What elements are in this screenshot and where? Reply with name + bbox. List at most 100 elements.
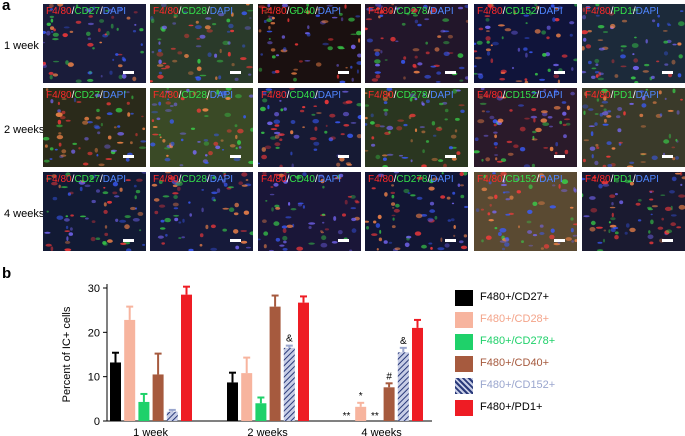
tile-label-part: / bbox=[393, 90, 397, 101]
tile-label-part: F4/80 bbox=[46, 90, 72, 101]
bar bbox=[166, 411, 178, 421]
tile-label-part: / bbox=[427, 174, 431, 185]
bar bbox=[181, 294, 192, 421]
row-label: 1 week bbox=[4, 40, 39, 52]
bar-chart: 0 10 20 30 Percent of IC+ cells 1 week & 2 week… bbox=[61, 283, 432, 436]
tile-label-part: CD40 bbox=[289, 90, 315, 101]
micrograph-texture bbox=[44, 172, 146, 251]
tile-channel-label: F4/80/CD28/DAPI bbox=[153, 6, 233, 17]
micrograph-tile: F4/80/CD27/DAPI bbox=[43, 172, 146, 251]
tile-label-part: F4/80 bbox=[477, 90, 503, 101]
tile-label-part: / bbox=[99, 6, 103, 17]
legend-label: F480+/PD1+ bbox=[480, 401, 543, 413]
significance-mark: & bbox=[286, 334, 293, 345]
tile-label-part: F4/80 bbox=[261, 90, 287, 101]
tile-label-part: / bbox=[536, 174, 540, 185]
micrograph-texture bbox=[258, 88, 361, 167]
legend-label: F480+/CD152+ bbox=[480, 379, 556, 391]
tile-label-part: DAPI bbox=[635, 6, 659, 17]
scale-bar bbox=[554, 71, 565, 74]
micrograph-texture bbox=[582, 88, 683, 167]
tile-label-part: CD152 bbox=[505, 6, 537, 17]
tile-label-part: CD152 bbox=[505, 174, 537, 185]
scale-bar bbox=[662, 239, 673, 242]
tile-label-part: / bbox=[502, 90, 506, 101]
x-tick-label: 4 weeks bbox=[361, 427, 402, 436]
bar bbox=[269, 306, 281, 421]
scale-bar bbox=[123, 239, 134, 242]
tile-label-part: / bbox=[632, 90, 636, 101]
tile-label-part: / bbox=[536, 90, 540, 101]
bar bbox=[283, 347, 295, 421]
micrograph-texture bbox=[365, 4, 468, 83]
micrograph-tile: F4/80/CD152/DAPI bbox=[474, 88, 577, 167]
tile-label-part: F4/80 bbox=[368, 90, 394, 101]
tile-channel-label: F4/80/CD278/DAPI bbox=[368, 90, 454, 101]
tile-channel-label: F4/80/CD27/DAPI bbox=[46, 174, 126, 185]
legend-swatch bbox=[455, 356, 473, 372]
micrograph-tile: F4/80/PD1/DAPI bbox=[582, 172, 685, 251]
micrograph-texture bbox=[474, 88, 575, 167]
tile-label-part: DAPI bbox=[317, 90, 342, 101]
tile-label-part: DAPI bbox=[102, 90, 127, 101]
bar bbox=[355, 406, 367, 421]
y-tick-label: 0 bbox=[94, 416, 100, 428]
micrograph-tile: F4/80/CD40/DAPI bbox=[258, 172, 361, 251]
micrograph-tile: F4/80/PD1/DAPI bbox=[582, 88, 685, 167]
micrograph-tile: F4/80/CD40/DAPI bbox=[258, 4, 361, 83]
tile-label-part: F4/80 bbox=[368, 6, 394, 17]
micrograph-texture bbox=[365, 88, 465, 167]
tile-label-part: / bbox=[71, 174, 75, 185]
micrograph-tile: F4/80/CD28/DAPI bbox=[150, 4, 253, 83]
tile-label-part: / bbox=[178, 6, 182, 17]
tile-label-part: / bbox=[393, 174, 397, 185]
micrograph-tile: F4/80/CD278/DAPI bbox=[365, 4, 468, 83]
tile-label-part: CD278 bbox=[396, 90, 428, 101]
scale-bar bbox=[445, 155, 456, 158]
tile-channel-label: F4/80/CD28/DAPI bbox=[153, 90, 233, 101]
micrograph-tile: F4/80/CD40/DAPI bbox=[258, 88, 361, 167]
tile-label-part: / bbox=[206, 174, 210, 185]
tile-label-part: / bbox=[314, 6, 318, 17]
tile-label-part: F4/80 bbox=[153, 90, 179, 101]
tile-label-part: / bbox=[427, 6, 431, 17]
micrograph-texture bbox=[474, 4, 577, 83]
tile-label-part: PD1 bbox=[613, 174, 633, 185]
tile-label-part: DAPI bbox=[539, 90, 563, 101]
scale-bar bbox=[230, 155, 241, 158]
micrograph-texture bbox=[43, 88, 146, 167]
scale-bar bbox=[338, 239, 349, 242]
tile-label-part: F4/80 bbox=[261, 6, 287, 17]
legend-label: F480+/CD278+ bbox=[480, 335, 556, 347]
scale-bar bbox=[445, 71, 456, 74]
micrograph-tile: F4/80/CD152/DAPI bbox=[474, 172, 577, 251]
significance-mark: ** bbox=[371, 411, 379, 422]
tile-label-part: / bbox=[610, 174, 614, 185]
scale-bar bbox=[662, 71, 673, 74]
tile-label-part: CD278 bbox=[396, 174, 428, 185]
bar bbox=[152, 374, 164, 421]
tile-label-part: / bbox=[632, 6, 636, 17]
tile-label-part: DAPI bbox=[209, 90, 234, 101]
bar bbox=[138, 401, 150, 421]
tile-label-part: / bbox=[314, 90, 318, 101]
tile-channel-label: F4/80/CD278/DAPI bbox=[368, 6, 454, 17]
scale-bar bbox=[554, 239, 565, 242]
micrograph-texture bbox=[582, 172, 685, 251]
legend-swatch bbox=[455, 334, 473, 350]
micrograph-tile: F4/80/CD27/DAPI bbox=[43, 88, 146, 167]
micrograph-tile: F4/80/CD278/DAPI bbox=[365, 88, 468, 167]
scale-bar bbox=[230, 71, 241, 74]
tile-label-part: DAPI bbox=[635, 174, 659, 185]
row-label: 4 weeks bbox=[4, 208, 45, 220]
tile-label-part: F4/80 bbox=[153, 174, 179, 185]
tile-label-part: PD1 bbox=[613, 6, 633, 17]
y-tick-label: 20 bbox=[88, 327, 100, 339]
tile-label-part: F4/80 bbox=[261, 174, 287, 185]
tile-label-part: CD152 bbox=[505, 90, 537, 101]
tile-channel-label: F4/80/PD1/DAPI bbox=[585, 6, 659, 17]
significance-mark: & bbox=[400, 336, 407, 347]
tile-label-part: / bbox=[206, 90, 210, 101]
x-tick-label: 1 week bbox=[133, 427, 168, 436]
tile-label-part: CD28 bbox=[181, 90, 207, 101]
